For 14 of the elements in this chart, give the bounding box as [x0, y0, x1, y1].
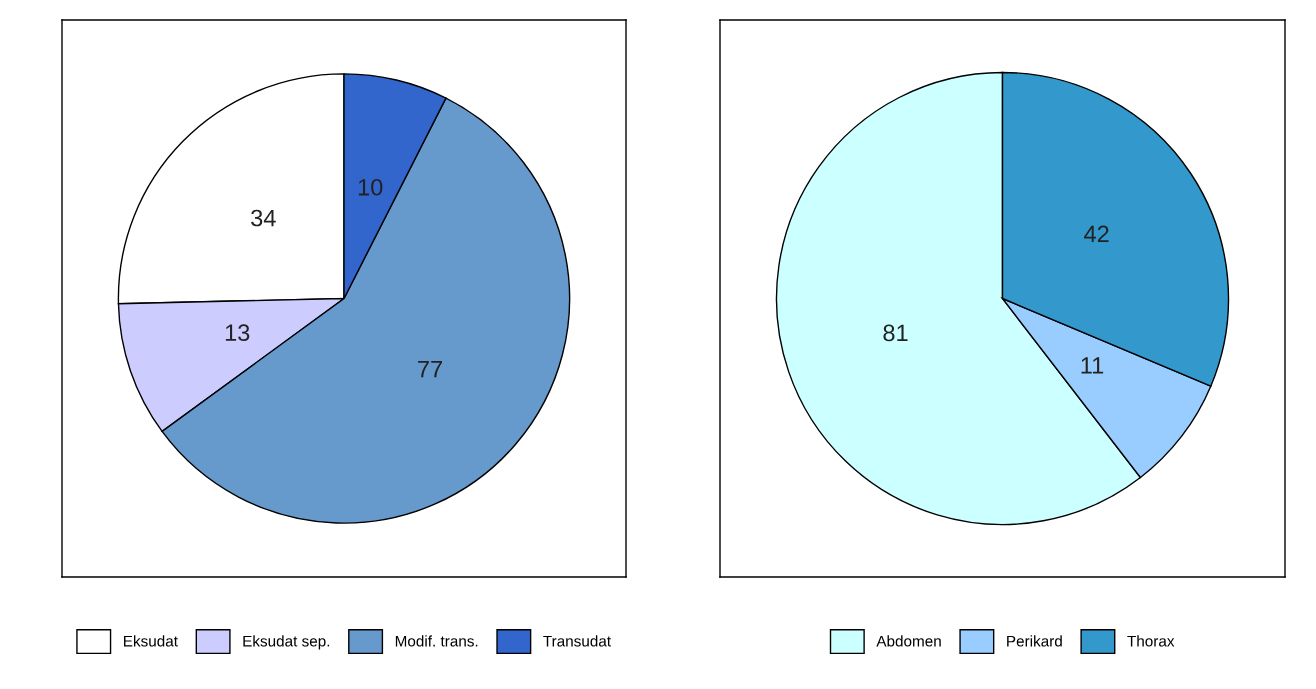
legend-label: Eksudat sep. [243, 635, 330, 650]
data-label: 81 [883, 324, 908, 342]
legend-label: Eksudat [124, 635, 178, 647]
legend-label: Thorax [1127, 635, 1175, 647]
slice-label: Abdomen [876, 635, 941, 647]
legend-label: Modif. trans. [395, 635, 478, 647]
data-label: 13 [225, 324, 250, 342]
data-label: 34 [251, 209, 276, 227]
legend-label: Perikard [1007, 635, 1062, 647]
data-label: 42 [1084, 225, 1109, 243]
legend-label: Transudat [543, 635, 611, 647]
data-label: 10 [358, 178, 383, 196]
data-label: 77 [418, 360, 442, 378]
data-label: 11 [1081, 357, 1104, 374]
